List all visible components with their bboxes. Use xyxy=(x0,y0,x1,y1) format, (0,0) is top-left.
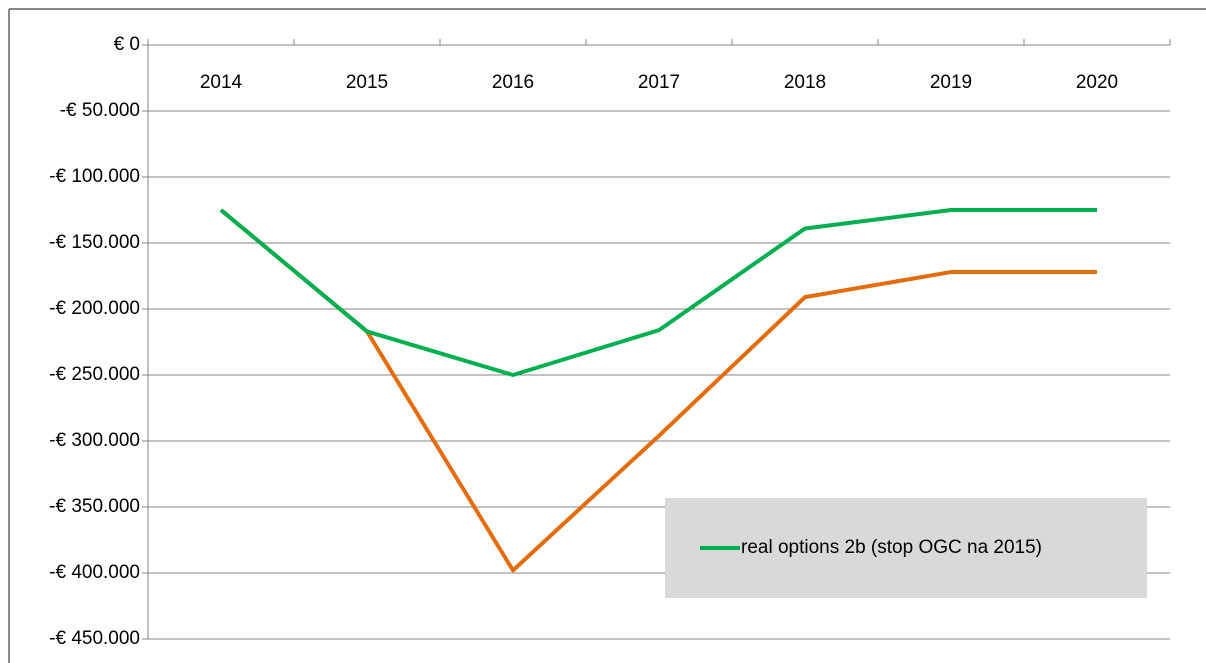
y-tick-label: -€ 300.000 xyxy=(49,430,140,451)
legend-label: real options 2b (stop OGC na 2015) xyxy=(741,537,1042,558)
y-tick-label: -€ 450.000 xyxy=(49,628,140,649)
y-tick-label: -€ 400.000 xyxy=(49,562,140,583)
y-tick-label: -€ 50.000 xyxy=(60,100,140,121)
series-line xyxy=(219,208,1097,377)
y-tick-label: -€ 100.000 xyxy=(49,166,140,187)
y-tick-label: -€ 200.000 xyxy=(49,298,140,319)
x-tick-label: 2016 xyxy=(492,72,534,93)
x-tick-label: 2020 xyxy=(1076,72,1118,93)
y-tick-label: -€ 250.000 xyxy=(49,364,140,385)
x-tick-label: 2014 xyxy=(200,72,243,93)
legend-box xyxy=(665,498,1147,598)
x-tick-label: 2019 xyxy=(930,72,972,93)
x-tick-label: 2015 xyxy=(346,72,388,93)
y-tick-label: -€ 350.000 xyxy=(49,496,140,517)
x-tick-label: 2018 xyxy=(784,72,826,93)
x-tick-label: 2017 xyxy=(638,72,680,93)
y-tick-label: -€ 150.000 xyxy=(49,232,140,253)
y-tick-label: € 0 xyxy=(114,34,140,55)
